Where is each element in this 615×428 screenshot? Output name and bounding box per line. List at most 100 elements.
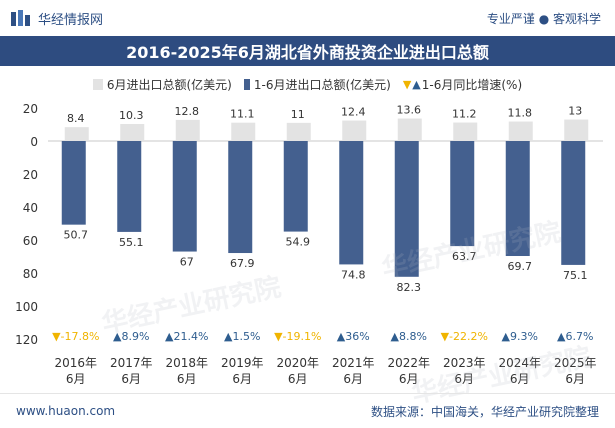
- cumulative-value-label: 74.8: [341, 268, 366, 281]
- y-tick-label: 100: [15, 300, 38, 314]
- cumulative-bar: [339, 141, 364, 265]
- monthly-value-label: 13: [568, 105, 582, 118]
- legend: 6月进出口总额(亿美元) 1-6月进出口总额(亿美元) ▼ ▲ 1-6月同比增速…: [0, 74, 615, 94]
- x-tick-label: 2023年: [443, 356, 486, 370]
- legend-label-monthly: 6月进出口总额(亿美元): [106, 77, 232, 92]
- monthly-value-label: 11.8: [508, 107, 533, 120]
- cumulative-bar: [228, 141, 253, 254]
- monthly-bar: [453, 122, 478, 141]
- cumulative-value-label: 82.3: [397, 281, 422, 294]
- monthly-bar: [120, 124, 145, 141]
- cumulative-bar: [117, 141, 142, 232]
- legend-item-cumulative: 1-6月进出口总额(亿美元): [243, 76, 391, 93]
- y-tick-label: 20: [23, 168, 38, 182]
- legend-swatch-cumulative: [243, 78, 250, 90]
- x-tick-label: 6月: [454, 372, 474, 386]
- legend-swatch-monthly: [92, 78, 103, 90]
- x-tick-label: 2016年: [54, 356, 97, 370]
- y-tick-label: 120: [15, 333, 38, 347]
- growth-label: ▼-17.8%: [52, 330, 99, 343]
- x-tick-label: 2022年: [387, 356, 430, 370]
- monthly-value-label: 11.1: [230, 108, 255, 121]
- growth-label: ▲21.4%: [165, 330, 208, 343]
- legend-label-growth: 1-6月同比增速(%): [421, 77, 523, 92]
- monthly-value-label: 12.8: [175, 105, 200, 118]
- down-triangle-icon: ▼: [402, 77, 412, 91]
- x-tick-label: 6月: [121, 372, 141, 386]
- growth-label: ▲8.9%: [113, 330, 149, 343]
- cumulative-value-label: 69.7: [508, 260, 533, 273]
- growth-label: ▲9.3%: [502, 330, 538, 343]
- cumulative-value-label: 50.7: [64, 229, 89, 242]
- legend-label-cumulative: 1-6月进出口总额(亿美元): [253, 77, 391, 92]
- monthly-bar: [175, 119, 200, 141]
- cumulative-value-label: 54.9: [286, 236, 311, 249]
- x-tick-label: 6月: [288, 372, 308, 386]
- footer: www.huaon.com 数据来源：中国海关，华经产业研究院整理: [0, 393, 615, 428]
- cumulative-value-label: 67.9: [230, 257, 255, 270]
- top-bar: 华经情报网 专业严谨 ● 客观科学: [0, 0, 615, 36]
- cumulative-bar: [561, 141, 586, 265]
- cumulative-value-label: 55.1: [119, 236, 144, 249]
- chart-title: 2016-2025年6月湖北省外商投资企业进出口总额: [126, 43, 489, 62]
- cumulative-bar: [505, 141, 530, 257]
- monthly-bar: [564, 119, 589, 141]
- cumulative-value-label: 63.7: [452, 250, 477, 263]
- monthly-value-label: 13.6: [397, 104, 422, 117]
- cumulative-value-label: 67: [180, 256, 194, 269]
- x-tick-label: 6月: [510, 372, 530, 386]
- cumulative-bar: [172, 141, 197, 252]
- monthly-bar: [64, 127, 89, 141]
- y-tick-label: 0: [30, 135, 38, 149]
- x-tick-label: 2025年: [554, 356, 597, 370]
- monthly-value-label: 10.3: [119, 109, 144, 122]
- brand-name: 华经情报网: [38, 12, 104, 28]
- chart-title-bar: 2016-2025年6月湖北省外商投资企业进出口总额: [0, 36, 615, 66]
- x-tick-label: 6月: [399, 372, 419, 386]
- cumulative-bar: [450, 141, 475, 247]
- growth-label: ▲36%: [337, 330, 370, 343]
- x-tick-label: 6月: [232, 372, 252, 386]
- monthly-bar: [397, 118, 422, 141]
- x-tick-label: 2018年: [165, 356, 208, 370]
- cumulative-bar: [394, 141, 419, 277]
- legend-item-monthly: 6月进出口总额(亿美元): [92, 76, 232, 93]
- x-tick-label: 6月: [343, 372, 363, 386]
- cumulative-bar: [61, 141, 86, 225]
- growth-label: ▲8.8%: [391, 330, 427, 343]
- slogan: 专业严谨 ● 客观科学: [486, 11, 601, 26]
- growth-label: ▼-19.1%: [274, 330, 321, 343]
- cumulative-value-label: 75.1: [563, 269, 588, 282]
- x-tick-label: 6月: [177, 372, 197, 386]
- x-tick-label: 2020年: [276, 356, 319, 370]
- growth-label: ▼-22.2%: [441, 330, 488, 343]
- website-link[interactable]: www.huaon.com: [16, 404, 116, 418]
- monthly-value-label: 11.2: [452, 108, 477, 121]
- monthly-bar: [231, 122, 256, 141]
- monthly-bar: [508, 121, 533, 141]
- brand[interactable]: 华经情报网: [10, 9, 103, 28]
- growth-label: ▲1.5%: [224, 330, 260, 343]
- chart-plot: 20 0 20 40 60 80 100 120 8.4 50.7 ▼-17.8% 2016年 6月 10…: [15, 102, 603, 386]
- y-tick-label: 60: [23, 234, 38, 248]
- up-triangle-icon: ▲: [412, 77, 421, 91]
- data-source: 数据来源：中国海关，华经产业研究院整理: [370, 404, 599, 419]
- y-tick-label: 40: [23, 201, 38, 215]
- x-tick-label: 6月: [565, 372, 585, 386]
- x-tick-label: 2024年: [498, 356, 541, 370]
- brand-logo-icon: [11, 10, 30, 26]
- cumulative-bar: [283, 141, 308, 232]
- monthly-bar: [286, 122, 311, 141]
- y-tick-label: 80: [23, 267, 38, 281]
- x-tick-label: 2019年: [221, 356, 264, 370]
- monthly-value-label: 8.4: [67, 112, 85, 125]
- y-tick-label: 20: [23, 102, 38, 116]
- legend-item-growth: ▼ ▲ 1-6月同比增速(%): [403, 76, 522, 93]
- monthly-bar: [342, 120, 367, 141]
- x-tick-label: 2021年: [332, 356, 375, 370]
- monthly-value-label: 12.4: [341, 106, 366, 119]
- x-tick-label: 6月: [66, 372, 86, 386]
- x-tick-label: 2017年: [110, 356, 153, 370]
- growth-label: ▲6.7%: [557, 330, 593, 343]
- monthly-value-label: 11: [291, 108, 305, 121]
